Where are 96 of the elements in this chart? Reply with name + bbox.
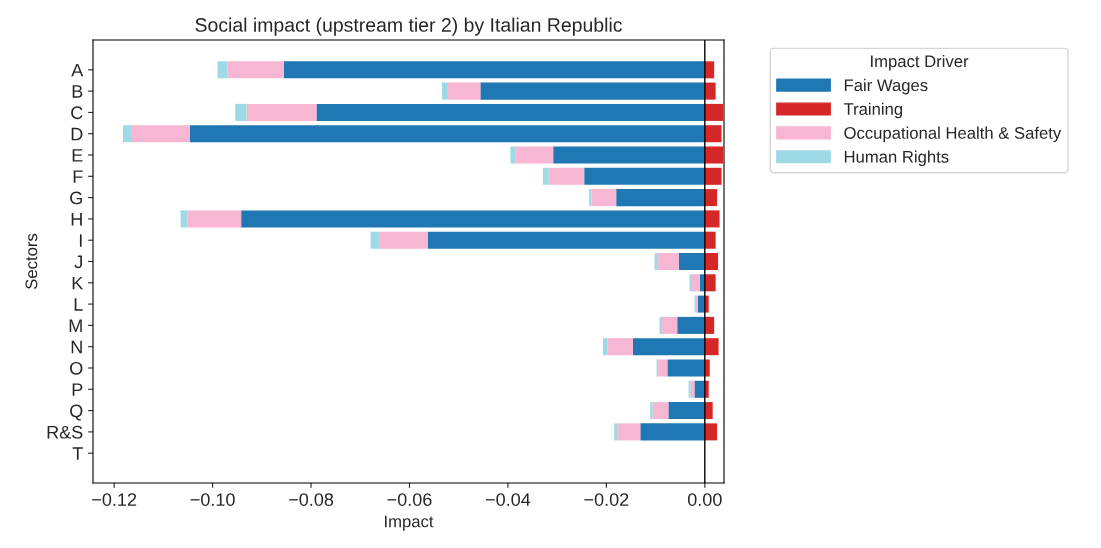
bar bbox=[640, 423, 705, 441]
y-tick-label: O bbox=[70, 361, 83, 375]
bar bbox=[584, 167, 705, 185]
y-tick-label: P bbox=[72, 383, 83, 396]
y-tick-label: C bbox=[71, 106, 83, 120]
bar bbox=[658, 359, 668, 377]
chart-title: Social impact (upstream tier 2) by Italian Republic bbox=[195, 17, 622, 36]
y-tick-label: F bbox=[73, 170, 83, 183]
y-tick-label: Q bbox=[70, 404, 83, 421]
x-tick-label: 0.00 bbox=[687, 493, 722, 506]
legend-label: Training bbox=[843, 102, 903, 119]
bar bbox=[189, 125, 705, 143]
bar bbox=[617, 423, 641, 441]
y-tick-label: J bbox=[74, 255, 82, 269]
bar bbox=[553, 146, 705, 164]
bar bbox=[694, 380, 705, 398]
bar bbox=[677, 316, 705, 334]
bar bbox=[235, 103, 247, 121]
bar bbox=[704, 146, 724, 164]
y-tick-label: A bbox=[71, 63, 84, 77]
bar bbox=[704, 359, 710, 377]
y-tick-label: H bbox=[71, 213, 82, 226]
y-tick-label: B bbox=[72, 85, 83, 98]
y-tick-label: N bbox=[71, 340, 82, 354]
bar bbox=[704, 402, 713, 420]
legend-title: Impact Driver bbox=[871, 55, 969, 71]
bar bbox=[704, 61, 715, 79]
bar bbox=[661, 316, 678, 334]
bar bbox=[668, 402, 705, 420]
bar bbox=[704, 274, 716, 292]
x-tick-label: −0.10 bbox=[190, 493, 235, 506]
bar bbox=[704, 252, 719, 271]
bar bbox=[515, 146, 554, 164]
y-tick-label: E bbox=[72, 149, 83, 162]
bar bbox=[704, 295, 709, 313]
bar bbox=[602, 338, 608, 356]
y-tick-label: R&S bbox=[47, 425, 83, 439]
bar bbox=[616, 189, 705, 207]
bar bbox=[650, 402, 653, 420]
bar bbox=[447, 82, 481, 100]
bar bbox=[370, 231, 379, 249]
bar bbox=[632, 338, 705, 356]
bar bbox=[227, 61, 284, 79]
bar bbox=[657, 252, 679, 271]
y-tick-label: L bbox=[74, 298, 83, 311]
y-tick-label: T bbox=[72, 447, 83, 460]
y-tick-label: I bbox=[79, 234, 82, 247]
bar bbox=[427, 231, 705, 249]
bar bbox=[607, 338, 633, 356]
x-axis-title: Impact bbox=[385, 515, 434, 531]
bar bbox=[123, 125, 132, 143]
bar bbox=[704, 316, 715, 334]
bar bbox=[704, 125, 722, 143]
bar bbox=[131, 125, 190, 143]
bar bbox=[691, 274, 700, 292]
bar bbox=[704, 380, 709, 398]
x-tick-label: −0.02 bbox=[584, 493, 629, 506]
bar bbox=[283, 61, 705, 79]
bar bbox=[480, 82, 705, 100]
x-tick-label: −0.12 bbox=[92, 493, 137, 506]
bar bbox=[704, 423, 718, 441]
bar bbox=[510, 146, 516, 164]
bar bbox=[241, 210, 705, 228]
bar bbox=[704, 189, 718, 207]
bar bbox=[542, 167, 549, 185]
y-tick-label: D bbox=[71, 127, 83, 141]
bar bbox=[591, 189, 617, 207]
bar bbox=[652, 402, 669, 420]
bar bbox=[678, 252, 705, 271]
bar bbox=[614, 423, 618, 441]
bar bbox=[704, 82, 716, 100]
bar bbox=[246, 103, 317, 121]
bar bbox=[704, 338, 719, 356]
x-tick-label: −0.04 bbox=[485, 493, 531, 506]
bar bbox=[217, 61, 228, 79]
y-tick-label: M bbox=[69, 319, 82, 332]
x-tick-label: −0.06 bbox=[387, 493, 432, 506]
bar bbox=[187, 210, 242, 228]
legend-label: Human Rights bbox=[844, 150, 949, 167]
y-tick-label: K bbox=[72, 276, 84, 290]
legend-label: Occupational Health & Safety bbox=[844, 126, 1062, 143]
bar bbox=[667, 359, 705, 377]
bar bbox=[378, 231, 428, 249]
bar bbox=[316, 103, 705, 121]
x-tick-label: −0.08 bbox=[289, 493, 334, 506]
y-axis-title: Sectors bbox=[25, 233, 38, 289]
bar bbox=[704, 210, 720, 228]
bar bbox=[704, 231, 716, 249]
bar bbox=[548, 167, 585, 185]
bar bbox=[180, 210, 188, 228]
legend-label: Fair Wages bbox=[844, 78, 928, 95]
y-tick-label: G bbox=[70, 191, 82, 205]
bar bbox=[441, 82, 448, 100]
bar bbox=[704, 103, 724, 121]
bar bbox=[704, 167, 722, 185]
bar bbox=[589, 189, 592, 207]
